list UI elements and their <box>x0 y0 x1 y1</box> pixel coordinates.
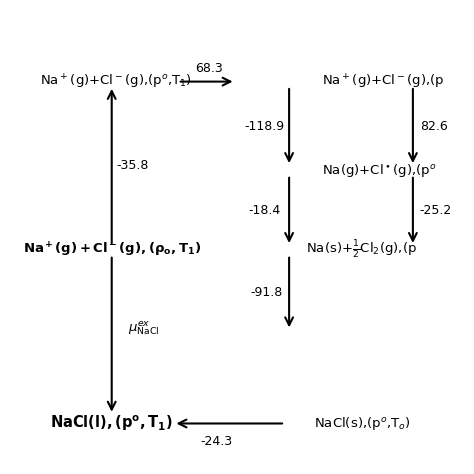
Text: -25.2: -25.2 <box>419 204 452 217</box>
Text: -35.8: -35.8 <box>116 159 148 173</box>
Text: $\mathbf{Na^+(g)+Cl^-(g),(\rho_o,T_1)}$: $\mathbf{Na^+(g)+Cl^-(g),(\rho_o,T_1)}$ <box>23 241 201 259</box>
Text: $\mathbf{NaCl(l),(p^o,T_1)}$: $\mathbf{NaCl(l),(p^o,T_1)}$ <box>50 414 173 433</box>
Text: Na$^+$(g)+Cl$^-$(g),(p: Na$^+$(g)+Cl$^-$(g),(p <box>322 73 445 91</box>
Text: Na$^+$(g)+Cl$^-$(g),(p$^o$,T$_1$): Na$^+$(g)+Cl$^-$(g),(p$^o$,T$_1$) <box>40 73 192 91</box>
Text: -91.8: -91.8 <box>250 286 283 299</box>
Text: -18.4: -18.4 <box>248 204 281 217</box>
Text: -118.9: -118.9 <box>244 119 284 133</box>
Text: -24.3: -24.3 <box>201 435 233 448</box>
Text: 68.3: 68.3 <box>195 62 222 75</box>
Text: 82.6: 82.6 <box>419 119 447 133</box>
Text: $\mu^{ex}_{\mathrm{NaCl}}$: $\mu^{ex}_{\mathrm{NaCl}}$ <box>128 319 160 337</box>
Text: NaCl(s),(p$^o$,T$_o$): NaCl(s),(p$^o$,T$_o$) <box>314 415 410 432</box>
Text: Na(g)+Cl$^\bullet$(g),(p$^o$: Na(g)+Cl$^\bullet$(g),(p$^o$ <box>322 162 437 179</box>
Text: Na(s)+$\frac{1}{2}$Cl$_2$(g),(p: Na(s)+$\frac{1}{2}$Cl$_2$(g),(p <box>306 239 417 261</box>
